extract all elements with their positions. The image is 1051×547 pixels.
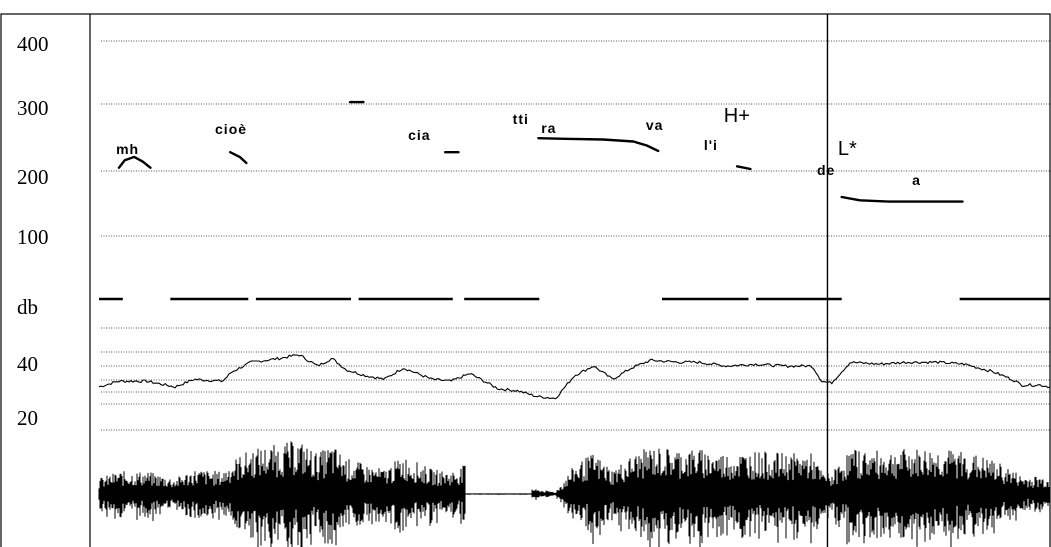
figure-frame — [0, 13, 1051, 547]
pitch-segment-4 — [537, 137, 660, 153]
intensity-axis-label: db — [17, 295, 38, 319]
gridlines — [101, 40, 1050, 431]
pitch-tick-400: 400 — [17, 32, 49, 56]
pitch-segment-8 — [840, 195, 964, 203]
pitch-segment-0 — [117, 155, 152, 169]
tone-label-1: L* — [838, 138, 857, 160]
word-label-8: a — [912, 172, 921, 188]
word-label-4: ra — [541, 120, 556, 136]
word-label-7: de — [817, 162, 835, 178]
tone-label-0: H+ — [724, 105, 750, 127]
word-label-6: l'i — [704, 137, 718, 153]
pitch-tick-200: 200 — [17, 165, 49, 189]
waveform — [98, 441, 1050, 547]
pitch-tick-300: 300 — [17, 96, 49, 120]
intensity-contour — [98, 354, 1051, 400]
pitch-segment-6 — [735, 165, 752, 171]
waveform-trace — [98, 441, 1050, 547]
pitch-segment-1 — [229, 151, 248, 165]
word-label-3: tti — [513, 111, 529, 127]
pitch-contour — [117, 100, 964, 203]
word-label-5: va — [646, 117, 664, 133]
word-label-1: cioè — [215, 121, 247, 137]
intensity-curve — [98, 354, 1051, 400]
intensity-tick-20: 20 — [17, 406, 38, 430]
pitch-tick-100: 100 — [17, 225, 49, 249]
word-label-2: cia — [408, 127, 430, 143]
tone-labels: H+ L* — [724, 105, 857, 160]
intensity-tick-40: 40 — [17, 352, 38, 376]
word-label-0: mh — [116, 141, 139, 157]
